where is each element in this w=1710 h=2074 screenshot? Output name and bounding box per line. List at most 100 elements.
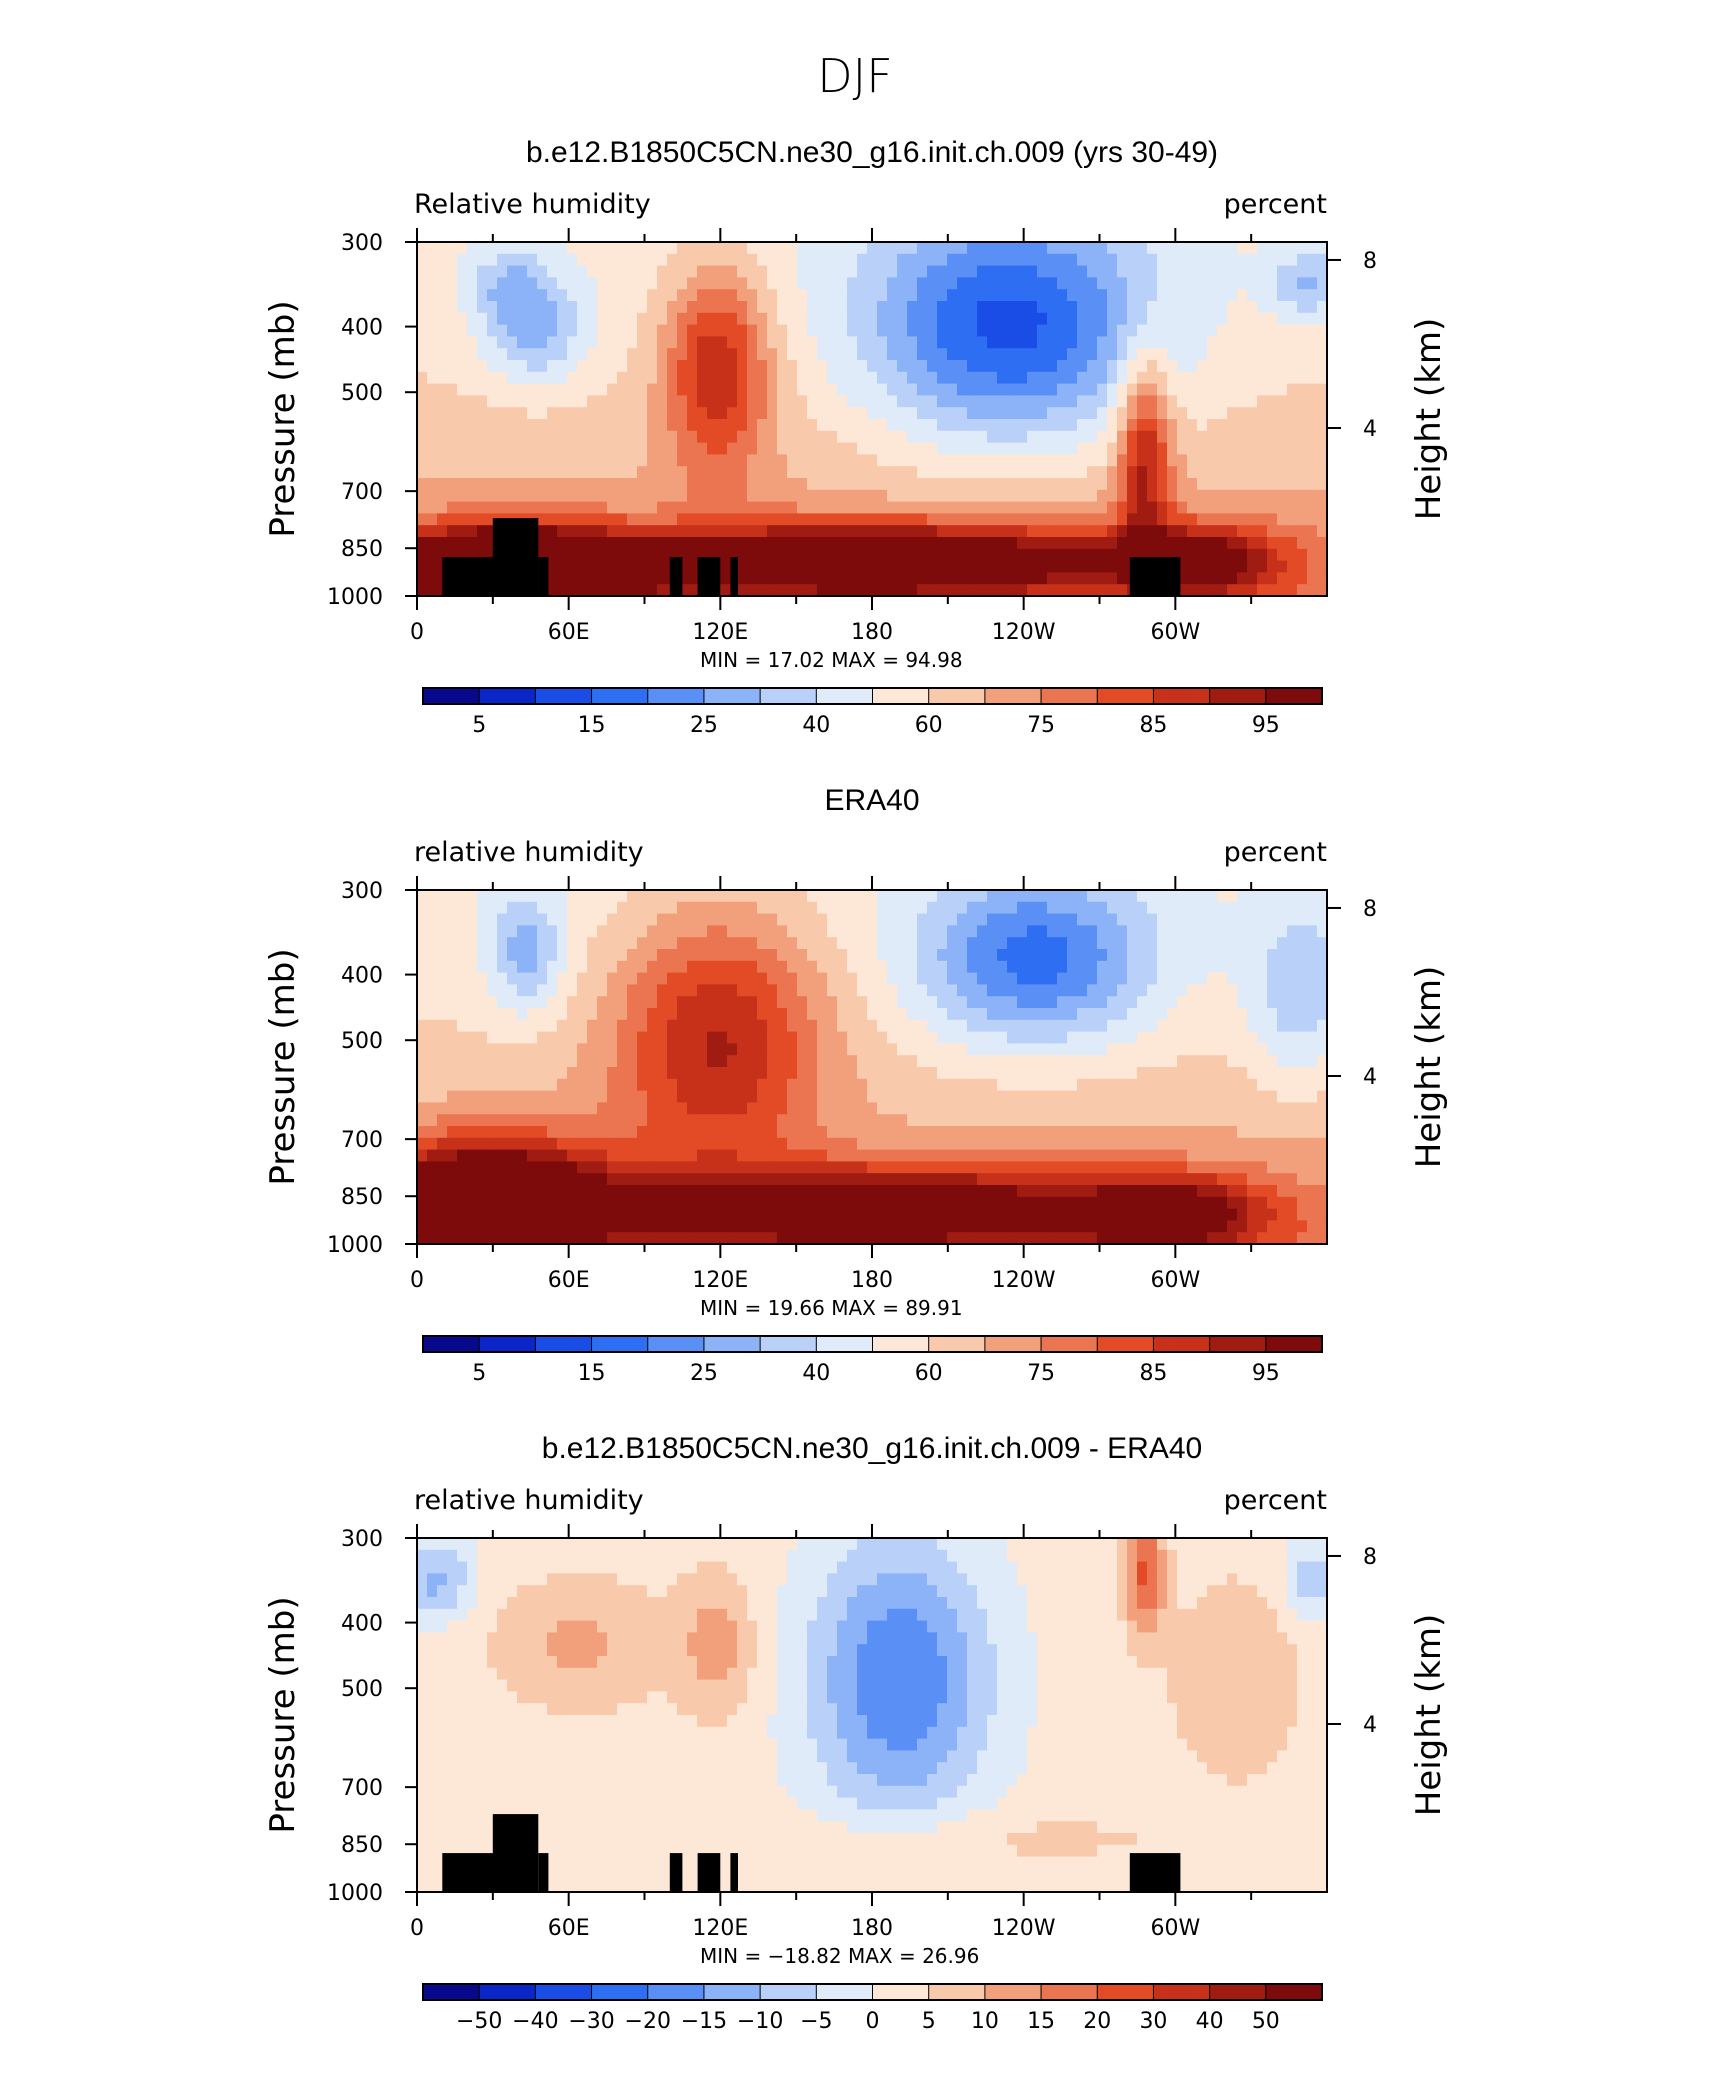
contour-cell: [1197, 383, 1208, 396]
contour-cell: [1247, 1137, 1258, 1151]
contour-cell: [587, 584, 598, 597]
contour-cell: [837, 984, 848, 997]
contour-cell: [577, 277, 588, 290]
contour-cell: [1317, 1149, 1328, 1162]
contour-cell: [707, 1008, 718, 1021]
contour-cell: [1267, 1043, 1278, 1056]
contour-cell: [1187, 525, 1198, 538]
contour-cell: [677, 1055, 688, 1068]
contour-cell: [447, 419, 458, 432]
contour-cell: [707, 360, 718, 373]
contour-cell: [1157, 265, 1168, 278]
contour-cell: [967, 419, 978, 432]
contour-cell: [1107, 1067, 1118, 1080]
contour-cell: [1267, 548, 1278, 562]
contour-cell: [1227, 1019, 1238, 1033]
contour-cell: [847, 383, 858, 396]
contour-cell: [1087, 1031, 1098, 1044]
contour-cell: [1107, 301, 1118, 314]
contour-cell: [1317, 901, 1328, 915]
contour-cell: [1017, 454, 1028, 467]
contour-cell: [767, 430, 778, 444]
contour-cell: [1287, 890, 1298, 903]
contour-cell: [1097, 513, 1108, 526]
contour-cell: [567, 1067, 578, 1080]
contour-cell: [897, 996, 908, 1009]
contour-cell: [1017, 360, 1028, 373]
contour-cell: [787, 1078, 798, 1092]
contour-cell: [667, 901, 678, 915]
contour-cell: [547, 1114, 558, 1127]
contour-cell: [1117, 442, 1128, 455]
contour-cell: [1197, 253, 1208, 267]
contour-cell: [787, 890, 798, 903]
contour-cell: [927, 537, 938, 550]
contour-cell: [1127, 289, 1138, 302]
contour-cell: [687, 348, 698, 361]
contour-cell: [437, 360, 448, 373]
contour-cell: [827, 537, 838, 550]
contour-cell: [457, 1055, 468, 1068]
contour-cell: [1197, 442, 1208, 455]
contour-cell: [477, 1137, 488, 1151]
contour-cell: [777, 289, 788, 302]
contour-cell: [627, 1055, 638, 1068]
contour-cell: [1127, 1114, 1138, 1127]
contour-cell: [957, 1090, 968, 1103]
contour-cell: [1257, 972, 1268, 985]
contour-cell: [967, 984, 978, 997]
contour-cell: [747, 371, 758, 385]
contour-cell: [1247, 430, 1258, 444]
contour-cell: [827, 478, 838, 491]
contour-cell: [1067, 548, 1078, 562]
contour-cell: [1027, 1149, 1038, 1162]
contour-cell: [1027, 925, 1038, 938]
contour-cell: [527, 360, 538, 373]
contour-cell: [907, 1090, 918, 1103]
contour-cell: [1147, 301, 1158, 314]
contour-cell: [1017, 242, 1028, 255]
contour-cell: [917, 419, 928, 432]
contour-cell: [1267, 277, 1278, 290]
contour-cell: [917, 913, 928, 926]
contour-cell: [527, 1102, 538, 1115]
contour-cell: [647, 1031, 658, 1044]
contour-cell: [527, 383, 538, 396]
contour-cell: [547, 430, 558, 444]
contour-cell: [737, 265, 748, 278]
colorbar-swatch: [647, 687, 705, 705]
contour-cell: [947, 1126, 958, 1139]
contour-cell: [787, 265, 798, 278]
contour-cell: [1117, 572, 1128, 585]
contour-cell: [607, 525, 618, 538]
contour-cell: [807, 548, 818, 562]
contour-cell: [807, 277, 818, 290]
contour-cell: [457, 407, 468, 420]
contour-cell: [1127, 984, 1138, 997]
contour-cell: [717, 972, 728, 985]
contour-cell: [517, 925, 528, 938]
contour-cell: [1077, 1008, 1088, 1021]
contour-cell: [1077, 478, 1088, 491]
contour-cell: [487, 913, 498, 926]
contour-cell: [947, 937, 958, 950]
contour-cell: [577, 407, 588, 420]
contour-cell: [937, 242, 948, 255]
contour-cell: [1077, 548, 1088, 562]
contour-cell: [1087, 1078, 1098, 1092]
contour-cell: [427, 1090, 438, 1103]
contour-cell: [1317, 277, 1328, 290]
contour-cell: [697, 1067, 708, 1080]
contour-cell: [1007, 395, 1018, 408]
contour-cell: [1247, 265, 1258, 278]
contour-cell: [1147, 1055, 1158, 1068]
contour-cell: [1287, 1137, 1298, 1151]
contour-cell: [527, 277, 538, 290]
contour-cell: [1167, 937, 1178, 950]
contour-cell: [1317, 1137, 1328, 1151]
contour-cell: [417, 949, 428, 962]
contour-cell: [1077, 395, 1088, 408]
contour-cell: [857, 501, 868, 514]
contour-cell: [677, 277, 688, 290]
contour-cell: [487, 289, 498, 302]
